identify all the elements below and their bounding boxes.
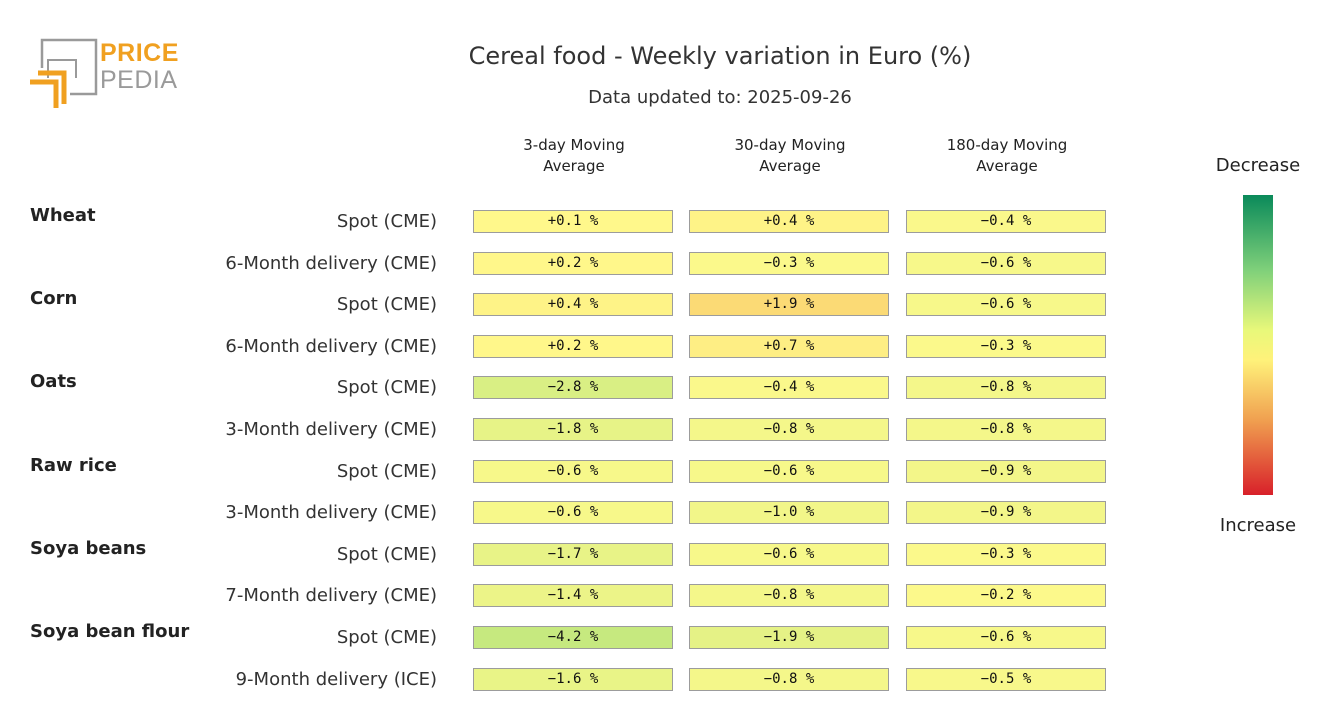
heatmap-cell: −0.5 % bbox=[906, 667, 1106, 691]
heatmap-cell: −0.2 % bbox=[906, 584, 1106, 608]
heatmap-cell: −0.4 % bbox=[689, 376, 889, 400]
heatmap-cell: +1.9 % bbox=[689, 293, 889, 317]
group-label: Wheat bbox=[30, 205, 96, 226]
heatmap-cell: −1.7 % bbox=[473, 542, 673, 566]
column-header: 180-day Moving Average bbox=[946, 136, 1068, 175]
heatmap-cell: −1.6 % bbox=[473, 667, 673, 691]
heatmap-cell: −0.3 % bbox=[906, 334, 1106, 358]
row-label: 6-Month delivery (CME) bbox=[225, 335, 437, 357]
chart-subtitle: Data updated to: 2025-09-26 bbox=[588, 87, 852, 108]
heatmap-cell: −0.9 % bbox=[906, 459, 1106, 483]
heatmap-cell: −0.6 % bbox=[906, 626, 1106, 649]
heatmap-cell: −1.8 % bbox=[473, 418, 673, 441]
heatmap-cell: −0.9 % bbox=[906, 501, 1106, 525]
heatmap-cell: −1.4 % bbox=[473, 584, 673, 608]
heatmap-cell: −0.6 % bbox=[689, 542, 889, 566]
row-label: Spot (CME) bbox=[336, 543, 437, 565]
row-label: 6-Month delivery (CME) bbox=[225, 252, 437, 274]
legend-label-decrease: Decrease bbox=[1215, 155, 1301, 176]
group-label: Soya beans bbox=[30, 537, 147, 559]
legend-color-scale bbox=[1243, 195, 1273, 495]
heatmap-cell: −4.2 % bbox=[473, 626, 673, 649]
row-label: Spot (CME) bbox=[336, 460, 437, 482]
column-header: 3-day Moving Average bbox=[523, 136, 625, 175]
heatmap-cell: −0.8 % bbox=[906, 418, 1106, 441]
legend-label-increase: Increase bbox=[1219, 515, 1297, 536]
chart-title: Cereal food - Weekly variation in Euro (… bbox=[468, 42, 972, 70]
heatmap-cell: −0.6 % bbox=[906, 293, 1106, 317]
row-label: 3-Month delivery (CME) bbox=[225, 419, 437, 440]
heatmap-cell: −0.6 % bbox=[473, 501, 673, 525]
heatmap-cell: −0.8 % bbox=[906, 376, 1106, 400]
row-label: 3-Month delivery (CME) bbox=[225, 502, 437, 524]
row-label: 7-Month delivery (CME) bbox=[225, 585, 437, 607]
heatmap-cell: −0.8 % bbox=[689, 418, 889, 441]
pricepedia-logo: PRICE PEDIA bbox=[30, 38, 190, 110]
row-label: Spot (CME) bbox=[336, 627, 437, 648]
heatmap-cell: −0.3 % bbox=[689, 251, 889, 275]
logo-word-price: PRICE bbox=[100, 39, 179, 67]
logo-mark-icon bbox=[30, 38, 98, 108]
heatmap-cell: −0.6 % bbox=[473, 459, 673, 483]
group-label: Raw rice bbox=[30, 454, 117, 476]
heatmap-cell: −0.8 % bbox=[689, 667, 889, 691]
heatmap-cell: −0.3 % bbox=[906, 542, 1106, 566]
heatmap-cell: −0.6 % bbox=[906, 251, 1106, 275]
heatmap-cell: +0.2 % bbox=[473, 251, 673, 275]
heatmap-cell: −0.6 % bbox=[689, 459, 889, 483]
logo-word-pedia: PEDIA bbox=[100, 66, 178, 94]
row-label: Spot (CME) bbox=[336, 294, 437, 316]
heatmap-cell: +0.4 % bbox=[689, 210, 889, 233]
row-label: 9-Month delivery (ICE) bbox=[235, 668, 437, 690]
group-label: Oats bbox=[30, 371, 77, 393]
heatmap-cell: −1.0 % bbox=[689, 501, 889, 525]
group-label: Soya bean flour bbox=[30, 621, 190, 642]
column-header: 30-day Moving Average bbox=[734, 136, 846, 175]
heatmap-cell: +0.1 % bbox=[473, 210, 673, 233]
group-label: Corn bbox=[30, 288, 78, 310]
heatmap-cell: −0.8 % bbox=[689, 584, 889, 608]
heatmap-cell: −1.9 % bbox=[689, 626, 889, 649]
heatmap-cell: +0.7 % bbox=[689, 334, 889, 358]
row-label: Spot (CME) bbox=[336, 377, 437, 399]
row-label: Spot (CME) bbox=[336, 211, 437, 232]
heatmap-cell: −2.8 % bbox=[473, 376, 673, 400]
heatmap-cell: +0.2 % bbox=[473, 334, 673, 358]
heatmap-cell: −0.4 % bbox=[906, 210, 1106, 233]
heatmap-cell: +0.4 % bbox=[473, 293, 673, 317]
